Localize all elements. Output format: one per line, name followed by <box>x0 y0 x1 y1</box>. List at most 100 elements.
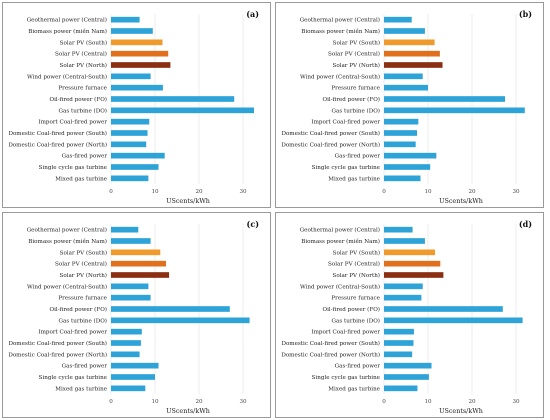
bar <box>111 16 140 23</box>
bar <box>384 141 416 148</box>
bar <box>111 362 159 369</box>
bar <box>384 164 431 170</box>
x-tick-label: 10 <box>151 399 159 405</box>
category-label: Mixed gas turbine <box>328 386 380 392</box>
bar-chart-a: 0 10 20 30 Geothermal power (Central) Biomass… <box>8 9 259 205</box>
category-label: Gas-fired power <box>335 154 381 160</box>
bar <box>111 317 250 324</box>
category-label: Gas turbine (DO) <box>59 317 107 324</box>
category-label: Solar PV (Central) <box>55 51 107 58</box>
bar <box>111 249 161 256</box>
bar <box>384 340 414 346</box>
category-label: Pressure furnace <box>58 296 107 302</box>
category-label: Biomass power (miền Nam) <box>28 237 107 245</box>
category-label: Gas-fired power <box>62 364 108 370</box>
category-label: Pressure furnace <box>331 296 380 302</box>
category-label: Gas turbine (DO) <box>332 317 380 324</box>
bar <box>384 226 413 233</box>
bar <box>111 96 235 102</box>
x-tick-label: 10 <box>424 189 432 195</box>
category-label: Oil-fired power (FO) <box>323 96 380 103</box>
category-label: Solar PV (North) <box>332 272 380 279</box>
category-label: Wind power (Central-South) <box>27 283 107 290</box>
category-label: Solar PV (North) <box>59 62 107 69</box>
bar <box>111 283 149 290</box>
bar <box>111 226 139 233</box>
bar <box>384 16 412 23</box>
category-label: Solar PV (South) <box>60 39 107 46</box>
bar <box>111 272 170 278</box>
category-label: Gas-fired power <box>335 364 381 370</box>
bar <box>111 130 148 136</box>
category-label: Oil-fired power (FO) <box>50 96 107 103</box>
bar <box>111 84 163 91</box>
category-label: Mixed gas turbine <box>55 386 107 392</box>
x-tick-label: 10 <box>151 189 159 195</box>
bar <box>384 374 429 380</box>
bar <box>111 50 169 57</box>
panel-letter: (a) <box>246 9 259 19</box>
category-label: Pressure furnace <box>58 86 107 92</box>
chart-panel-b: 0 10 20 30 Geothermal power (Central) Biomass… <box>275 2 544 208</box>
chart-panel-a: 0 10 20 30 Geothermal power (Central) Biomass… <box>2 2 271 208</box>
bar-chart-d: 0 10 20 30 Geothermal power (Central) Biomass… <box>281 219 532 415</box>
bar <box>384 362 432 369</box>
category-label: Solar PV (Central) <box>55 261 107 268</box>
bar <box>384 118 419 125</box>
category-label: Geothermal power (Central) <box>27 227 107 234</box>
x-axis-title: UScents/kWh <box>439 407 483 415</box>
x-tick-label: 20 <box>195 399 203 405</box>
bar <box>111 118 150 125</box>
x-tick-label: 0 <box>382 399 386 405</box>
bar <box>111 385 146 392</box>
category-label: Import Coal-fired power <box>311 120 380 126</box>
bar <box>384 249 436 256</box>
category-label: Solar PV (North) <box>59 272 107 279</box>
x-tick-label: 0 <box>109 189 113 195</box>
panel-letter: (c) <box>247 219 260 229</box>
category-label: Single cycle gas turbine <box>312 375 381 381</box>
category-label: Domestic Coal-fired power (South) <box>8 340 107 347</box>
category-label: Domestic Coal-fired power (North) <box>8 351 107 358</box>
category-label: Wind power (Central-South) <box>27 73 107 80</box>
bar <box>384 283 423 290</box>
bar <box>111 152 165 159</box>
bar-chart-b: 0 10 20 30 Geothermal power (Central) Biomass… <box>281 9 532 205</box>
bar <box>111 39 163 46</box>
bar <box>111 328 142 335</box>
category-label: Single cycle gas turbine <box>39 165 108 171</box>
bar <box>111 175 149 182</box>
category-label: Domestic Coal-fired power (North) <box>281 351 380 358</box>
panel-letter: (d) <box>519 219 532 229</box>
category-label: Pressure furnace <box>331 86 380 92</box>
bar <box>384 84 428 91</box>
category-label: Biomass power (miền Nam) <box>28 27 107 35</box>
x-tick-label: 20 <box>468 399 476 405</box>
x-tick-label: 30 <box>239 189 247 195</box>
x-tick-label: 10 <box>424 399 432 405</box>
x-axis-title: UScents/kWh <box>166 407 210 415</box>
category-label: Domestic Coal-fired power (North) <box>281 141 380 148</box>
category-label: Solar PV (South) <box>60 249 107 256</box>
bar <box>384 351 413 358</box>
category-label: Solar PV (South) <box>333 249 380 256</box>
category-label: Mixed gas turbine <box>328 176 380 182</box>
category-label: Geothermal power (Central) <box>27 17 107 24</box>
category-label: Import Coal-fired power <box>311 330 380 336</box>
category-label: Solar PV (South) <box>333 39 380 46</box>
bar <box>384 260 441 267</box>
category-label: Solar PV (Central) <box>328 261 380 268</box>
bar <box>384 107 525 114</box>
category-label: Domestic Coal-fired power (North) <box>8 141 107 148</box>
chart-panel-d: 0 10 20 30 Geothermal power (Central) Biomass… <box>275 212 544 418</box>
bar <box>384 272 444 278</box>
bar <box>384 152 437 159</box>
category-label: Domestic Coal-fired power (South) <box>281 340 380 347</box>
x-axis-title: UScents/kWh <box>439 197 483 205</box>
bar <box>384 73 423 80</box>
category-label: Gas-fired power <box>62 154 108 160</box>
bar <box>111 374 155 380</box>
category-label: Biomass power (miền Nam) <box>301 237 380 245</box>
category-label: Single cycle gas turbine <box>39 375 108 381</box>
category-label: Gas turbine (DO) <box>59 107 107 114</box>
